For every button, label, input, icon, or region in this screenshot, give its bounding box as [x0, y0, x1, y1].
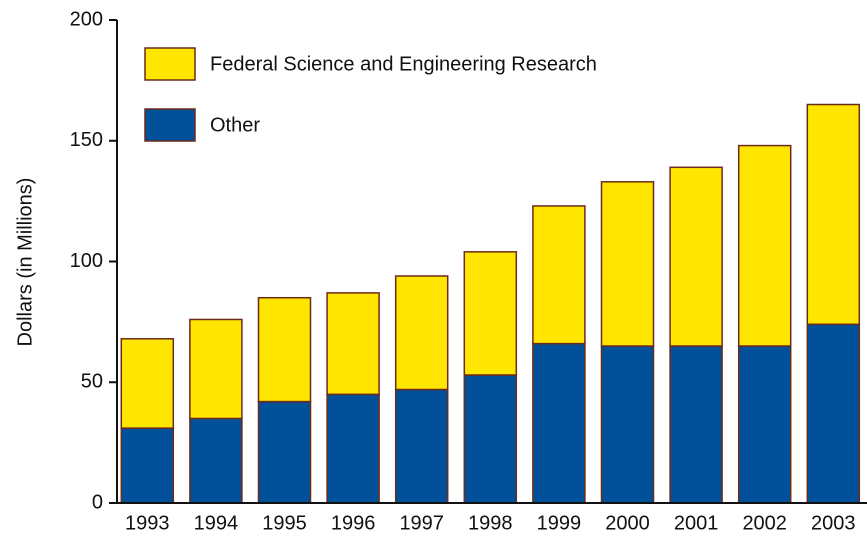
- bar-segment: [120, 338, 175, 429]
- bar-segment: [257, 296, 312, 403]
- legend-label: Other: [210, 114, 260, 136]
- bar-segment: [326, 292, 380, 396]
- bar-segment: [394, 275, 449, 391]
- bar-segment: [532, 205, 586, 345]
- x-tick-label: 2003: [811, 512, 856, 534]
- x-tick-label: 1996: [331, 512, 376, 534]
- bar-segment: [120, 427, 175, 504]
- x-tick-label: 1997: [399, 512, 444, 534]
- legend-swatch: [144, 108, 196, 142]
- bar-segment: [737, 144, 792, 347]
- bar-segment: [326, 393, 380, 504]
- bar-segment: [532, 342, 586, 504]
- bar-segment: [806, 323, 861, 504]
- x-tick-label: 1995: [262, 512, 307, 534]
- legend-swatch: [144, 47, 196, 81]
- y-tick-label: 200: [70, 8, 103, 30]
- legend-label: Federal Science and Engineering Research: [210, 53, 597, 75]
- x-tick-label: 1998: [468, 512, 513, 534]
- y-tick-label: 0: [92, 491, 103, 513]
- y-axis-label: Dollars (in Millions): [14, 178, 36, 347]
- x-tick-label: 2001: [674, 512, 719, 534]
- bar-segment: [257, 400, 312, 504]
- y-tick-label: 100: [70, 250, 103, 272]
- bar-segment: [463, 374, 518, 504]
- bar-segment: [463, 251, 518, 376]
- y-tick-label: 50: [81, 371, 103, 393]
- y-tick-label: 150: [70, 129, 103, 151]
- x-tick-label: 2002: [742, 512, 787, 534]
- x-tick-label: 2000: [605, 512, 650, 534]
- bar-segment: [600, 181, 655, 347]
- bar-segment: [189, 318, 243, 420]
- bar-segment: [394, 388, 449, 504]
- x-tick-label: 1993: [125, 512, 170, 534]
- bar-segment: [189, 417, 243, 504]
- bar-segment: [669, 166, 723, 347]
- bar-segment: [669, 345, 723, 504]
- x-tick-label: 1994: [194, 512, 239, 534]
- x-tick-label: 1999: [537, 512, 582, 534]
- bar-segment: [600, 345, 655, 504]
- bar-segment: [737, 345, 792, 504]
- bar-segment: [806, 103, 861, 326]
